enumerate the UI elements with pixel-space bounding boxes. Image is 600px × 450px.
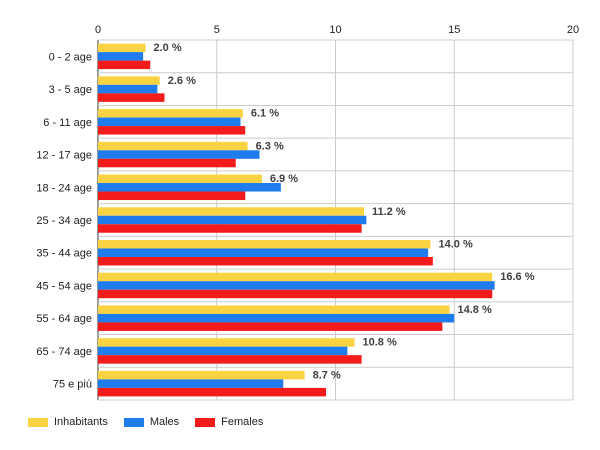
- x-tick-label: 20: [567, 24, 579, 36]
- bar-inhabitants: [98, 174, 262, 184]
- category-label: 55 - 64 age: [36, 313, 92, 325]
- bar-females: [98, 126, 246, 135]
- bar-inhabitants: [98, 305, 450, 314]
- data-label: 6.9 %: [270, 173, 298, 185]
- data-label: 8.7 %: [313, 369, 341, 381]
- data-label: 16.6 %: [500, 271, 534, 283]
- bar-inhabitants: [98, 370, 305, 380]
- category-label: 6 - 11 age: [43, 117, 92, 129]
- category-labels: 0 - 2 age 3 - 5 age 6 - 11 age 12 - 17 age 1…: [36, 51, 92, 390]
- category-label: 3 - 5 age: [49, 84, 92, 96]
- data-label: 14.0 %: [439, 238, 473, 250]
- data-label: 14.8 %: [458, 304, 492, 316]
- legend-swatch-females: [195, 417, 216, 427]
- bar-inhabitants: [98, 76, 160, 85]
- category-label: 12 - 17 age: [36, 150, 92, 162]
- data-label: 11.2 %: [372, 206, 406, 218]
- data-label: 2.6 %: [168, 75, 196, 87]
- category-label: 18 - 24 age: [36, 182, 92, 194]
- legend-item-females: Females: [195, 416, 263, 428]
- category-label: 65 - 74 age: [36, 346, 92, 358]
- bar-males: [98, 379, 284, 388]
- legend: Inhabitants Males Females: [28, 416, 263, 428]
- data-label: 6.3 %: [256, 140, 284, 152]
- bar-males: [98, 248, 429, 257]
- legend-swatch-inhabitants: [28, 417, 48, 427]
- bar-inhabitants: [98, 239, 431, 249]
- x-tick-label: 15: [448, 24, 460, 36]
- bar-males: [98, 346, 348, 356]
- x-tick-label: 0: [95, 24, 101, 36]
- bar-males: [98, 52, 144, 61]
- data-labels: 2.0 % 2.6 % 6.1 % 6.3 % 6.9 % 11.2 % 14.0 % 16.…: [154, 42, 535, 381]
- bar-inhabitants: [98, 338, 355, 347]
- bar-inhabitants: [98, 109, 243, 118]
- bar-males: [98, 84, 158, 94]
- bar-males: [98, 313, 455, 323]
- category-label: 25 - 34 age: [36, 215, 92, 227]
- grid-lines: [97, 39, 574, 401]
- x-tick-label: 5: [214, 24, 220, 36]
- bar-males: [98, 215, 367, 225]
- legend-item-inhabitants: Inhabitants: [28, 416, 108, 428]
- bar-males: [98, 281, 495, 290]
- legend-label-inhabitants: Inhabitants: [54, 416, 108, 428]
- x-axis-ticks: 0 5 10 15 20: [95, 24, 579, 36]
- bar-males: [98, 150, 260, 159]
- bar-females: [98, 224, 362, 233]
- bars: [98, 43, 495, 397]
- data-label: 6.1 %: [251, 108, 279, 120]
- bar-females: [98, 256, 433, 266]
- bar-females: [98, 158, 236, 168]
- legend-swatch-males: [123, 417, 144, 427]
- bar-females: [98, 322, 443, 331]
- bar-males: [98, 117, 241, 127]
- bar-females: [98, 191, 246, 201]
- category-label: 0 - 2 age: [49, 51, 92, 63]
- category-label: 45 - 54 age: [36, 280, 92, 292]
- bar-females: [98, 93, 165, 102]
- bar-females: [98, 387, 326, 397]
- data-label: 2.0 %: [154, 42, 182, 54]
- category-label: 75 e più: [53, 379, 92, 391]
- bar-females: [98, 289, 493, 299]
- bar-inhabitants: [98, 43, 146, 53]
- x-tick-label: 10: [329, 24, 341, 36]
- legend-item-males: Males: [123, 416, 180, 428]
- bar-females: [98, 355, 362, 364]
- data-label: 10.8 %: [363, 337, 397, 349]
- bar-females: [98, 60, 151, 70]
- bar-inhabitants: [98, 207, 364, 216]
- category-label: 35 - 44 age: [36, 248, 92, 260]
- bar-inhabitants: [98, 272, 493, 282]
- bar-inhabitants: [98, 141, 248, 151]
- bar-males: [98, 183, 281, 192]
- legend-label-females: Females: [221, 416, 264, 428]
- legend-label-males: Males: [149, 416, 180, 428]
